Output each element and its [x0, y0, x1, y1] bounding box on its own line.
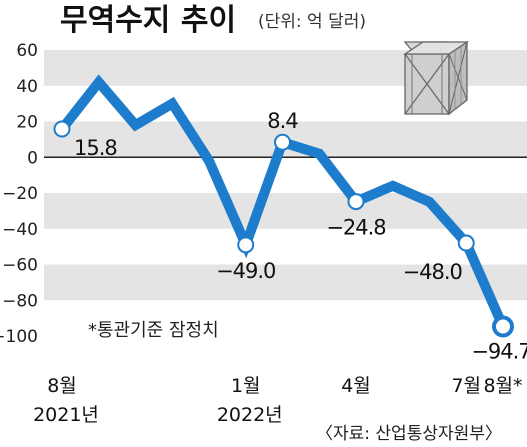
x-tick-month: 8월: [47, 375, 77, 397]
x-tick-month: 1월: [231, 375, 261, 397]
data-label: −94.7: [471, 340, 527, 364]
data-label: 15.8: [74, 136, 117, 160]
x-tick-month: 7월: [451, 375, 481, 397]
data-labels: 15.8 −49.0 8.4 −24.8 −48.0 −94.7: [74, 109, 527, 363]
x-axis-labels: 8월 2021년 1월 2022년 4월 7월 8월*: [33, 375, 522, 426]
unit-label: (단위: 억 달러): [258, 12, 366, 32]
y-tick-label: −60: [2, 256, 38, 276]
grid-band: [44, 264, 527, 301]
data-point: [457, 234, 475, 252]
data-point: [492, 315, 514, 338]
y-tick-label: 0: [27, 148, 38, 168]
y-tick-label: −20: [2, 184, 38, 204]
data-points: [53, 120, 514, 338]
data-label: −49.0: [216, 259, 275, 283]
y-tick-label: 60: [16, 41, 38, 61]
y-tick-label: 40: [16, 77, 38, 97]
data-label: −48.0: [403, 260, 462, 284]
x-tick-month: 8월*: [483, 375, 522, 397]
data-label: −24.8: [326, 216, 385, 240]
wooden-crate-icon: [402, 40, 470, 116]
data-point: [237, 236, 255, 254]
source-label: 〈자료: 산업통상자원부〉: [316, 424, 502, 444]
data-point: [53, 120, 71, 138]
y-tick-label: −80: [2, 291, 38, 311]
x-tick-year: 2021년: [33, 404, 99, 426]
data-point: [347, 193, 365, 211]
data-label: 8.4: [267, 109, 298, 133]
footnote: *통관기준 잠정치: [88, 320, 219, 341]
chart-title: 무역수지 추이: [60, 3, 236, 38]
y-tick-label: −100: [0, 327, 38, 347]
data-point: [274, 133, 291, 151]
y-tick-label: 20: [16, 113, 38, 133]
x-tick-month: 4월: [341, 375, 371, 397]
x-tick-year: 2022년: [217, 404, 283, 426]
y-tick-label: −40: [2, 220, 38, 240]
y-axis-ticks: 60 40 20 0 −20 −40 −60 −80 −100: [0, 41, 38, 347]
